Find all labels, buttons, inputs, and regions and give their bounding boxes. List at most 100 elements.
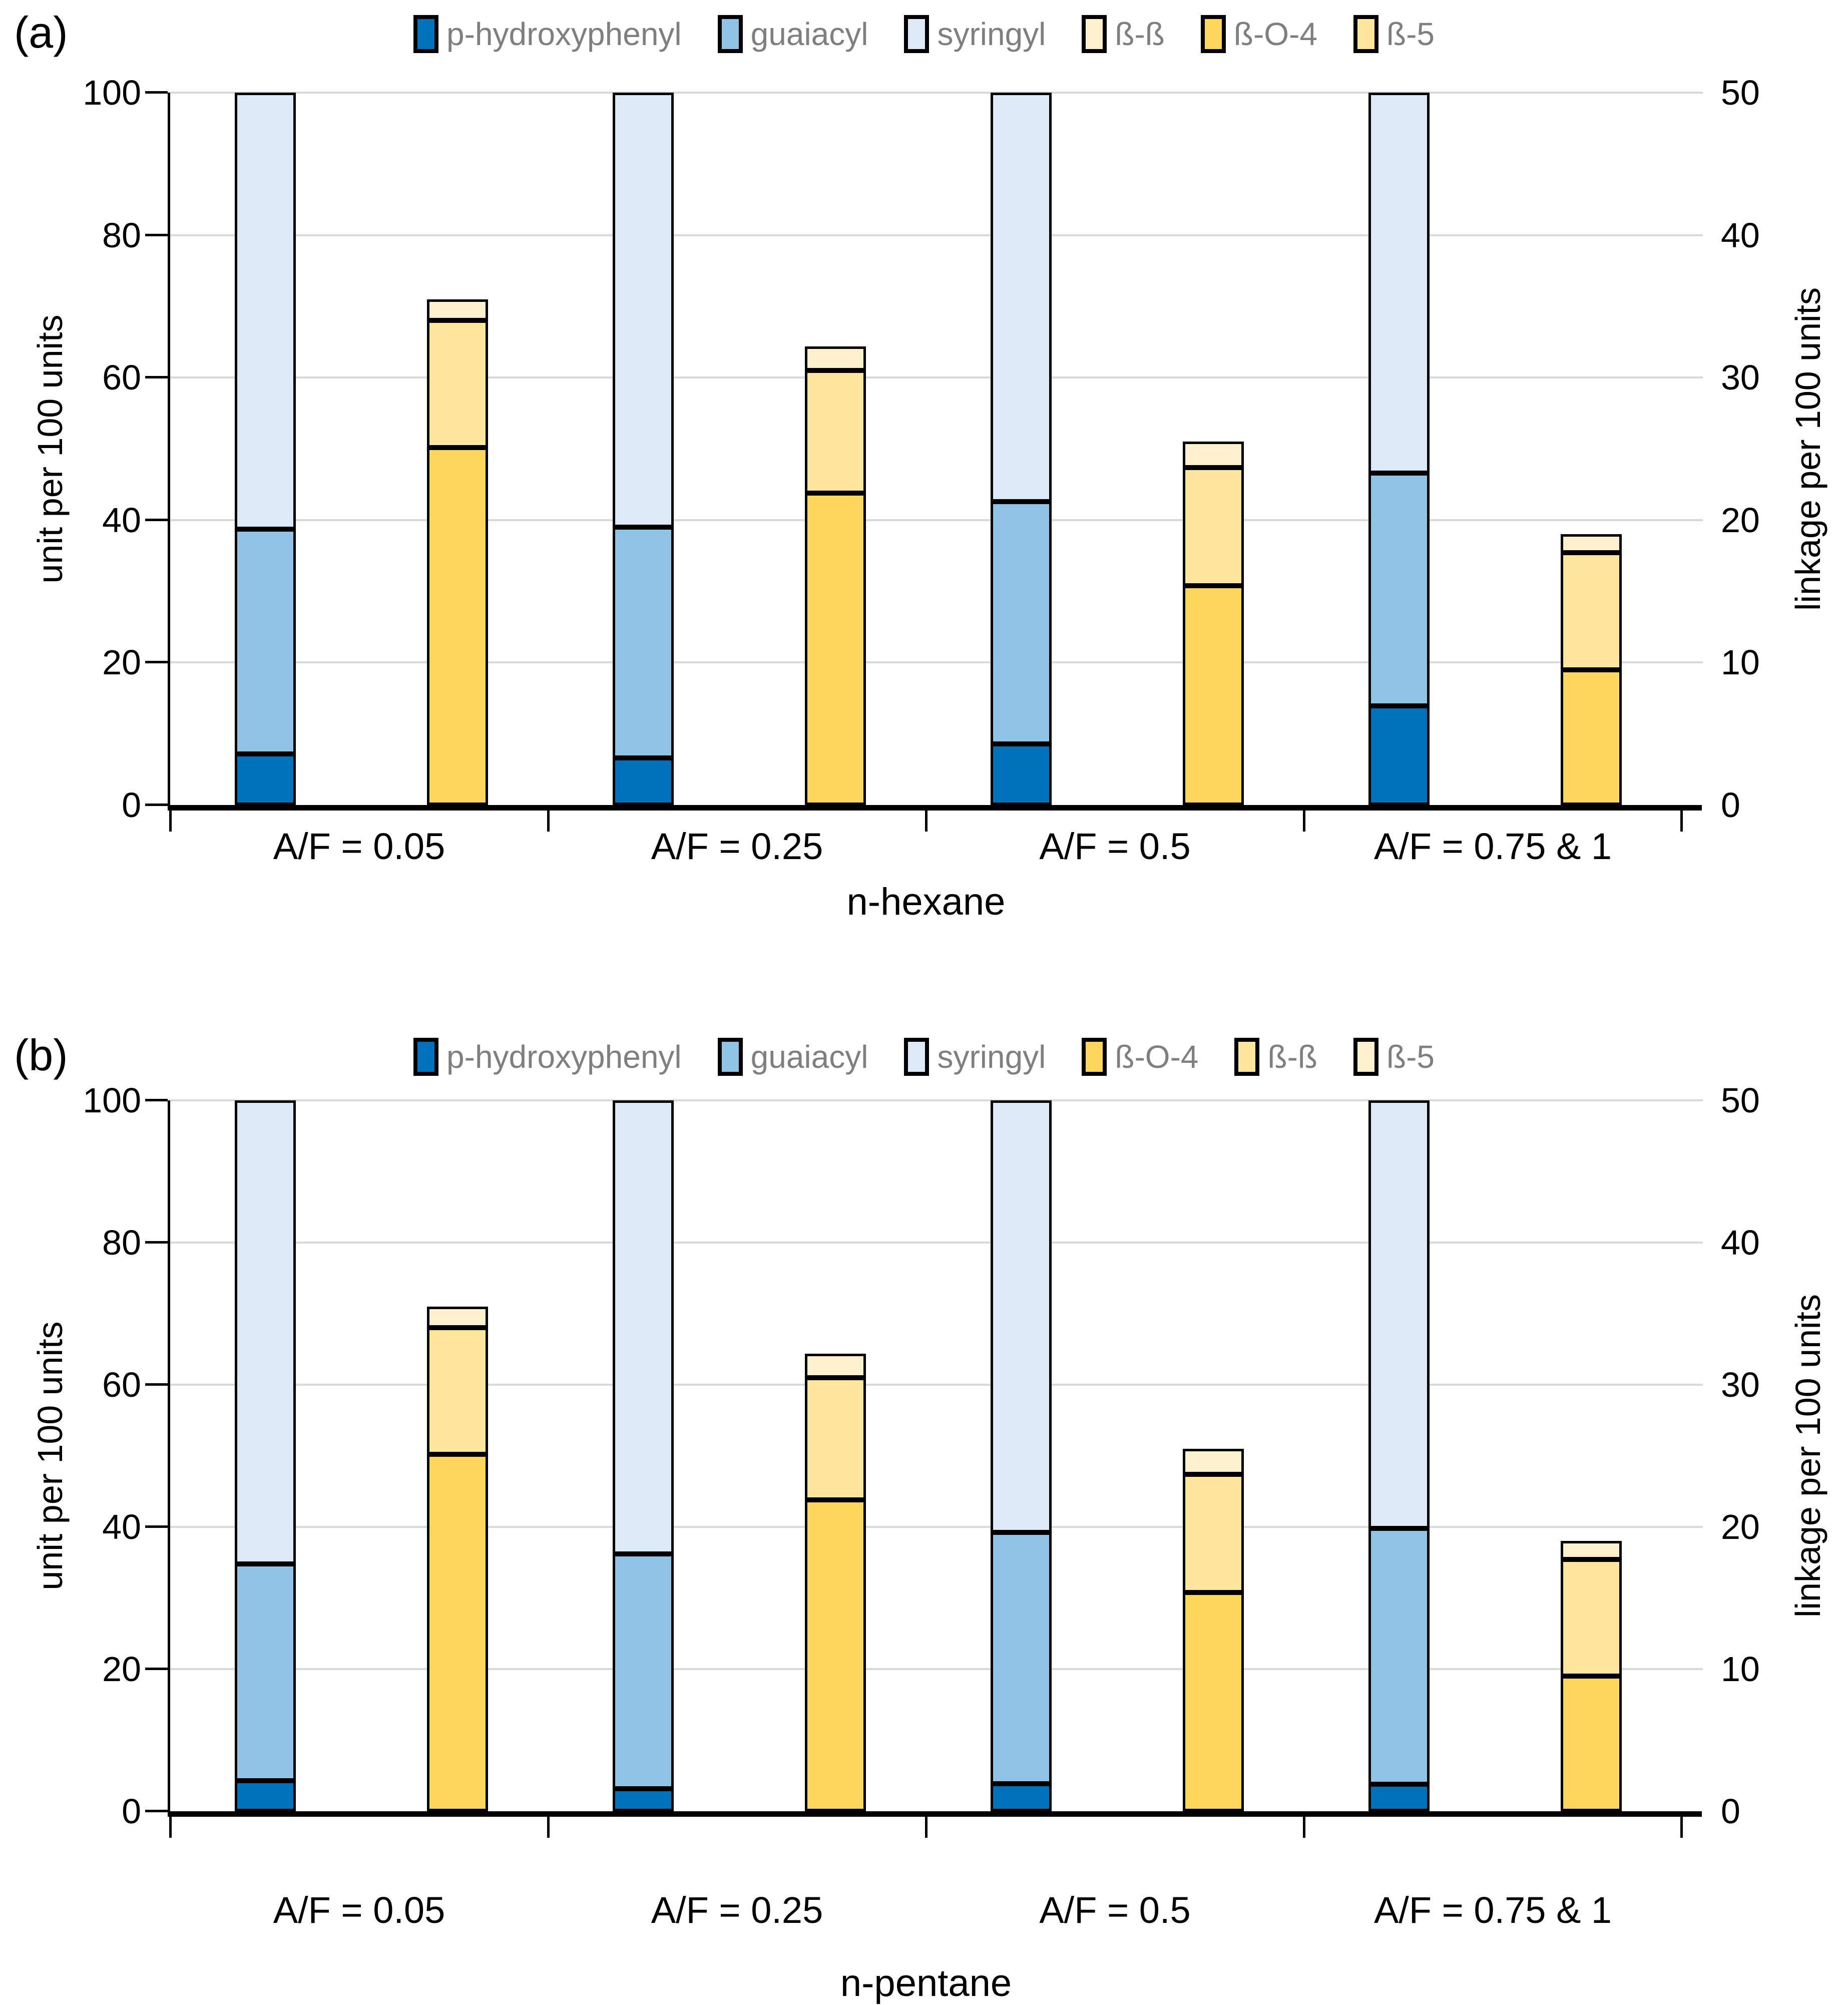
bar-segment-syringyl — [991, 1100, 1052, 1533]
bar-segment-guaiacyl — [991, 1532, 1052, 1784]
category-label: A/F = 0.25 — [651, 1889, 823, 1931]
legend-label: p-hydroxyphenyl — [446, 1039, 682, 1075]
legend-swatch-icon — [717, 1038, 743, 1076]
x-axis-tick — [925, 811, 928, 832]
category-label: A/F = 0.05 — [273, 826, 445, 867]
bar-segment-guaiacyl — [991, 501, 1052, 744]
left-axis-tick-label: 20 — [102, 1650, 141, 1689]
left-axis-line — [168, 93, 170, 810]
legend-label: guaiacyl — [750, 1039, 868, 1075]
right-axis-tick-label: 30 — [1721, 1365, 1760, 1404]
bar-segment-ß-O-4 — [1182, 1592, 1244, 1811]
gridline — [170, 1668, 1703, 1670]
bar-segment-syringyl — [235, 93, 296, 530]
right-axis-tick-label: 50 — [1721, 1081, 1760, 1120]
left-axis-tick — [145, 91, 168, 94]
x-axis-tick — [1680, 1817, 1683, 1838]
category-label: A/F = 0.05 — [273, 1889, 445, 1931]
bar-segment-syringyl — [1368, 1100, 1430, 1528]
right-axis-tick-label: 10 — [1721, 643, 1760, 682]
legend-swatch-icon — [1200, 15, 1226, 53]
bar-segment-ß-ß — [804, 346, 866, 370]
bar-segment-ß-5 — [804, 1353, 866, 1378]
left-axis-tick-label: 60 — [102, 1365, 141, 1404]
bar-segment-guaiacyl — [613, 527, 674, 758]
bar-segment-syringyl — [613, 93, 674, 528]
legend-swatch-icon — [1353, 1038, 1378, 1076]
left-axis-tick-label: 40 — [102, 500, 141, 540]
plot-area-a: n-hexane 0 0 20 10 40 20 60 30 80 40 100 50 A/F = 0.… — [83, 75, 1760, 923]
x-axis-title-a: n-hexane — [846, 881, 1006, 923]
gridline — [170, 92, 1703, 94]
legend-item: ß-ß — [1082, 15, 1165, 53]
bar-segment-ß-ß — [426, 299, 488, 321]
units-stacked-bar — [991, 93, 1052, 805]
category-label: A/F = 0.25 — [651, 826, 823, 867]
bar-segment-ß-5 — [1560, 553, 1622, 670]
gridline — [170, 519, 1703, 521]
panel-label-b: (b) — [14, 1030, 68, 1080]
x-axis-tick — [925, 1817, 928, 1838]
legend-item: ß-ß — [1234, 1038, 1317, 1076]
legend-swatch-icon — [1234, 1038, 1260, 1076]
bar-segment-p-hydroxyphenyl — [235, 753, 296, 805]
gridline — [170, 1099, 1703, 1101]
legend-swatch-icon — [1082, 15, 1107, 53]
left-axis-tick — [145, 1810, 168, 1812]
legend-label: ß-5 — [1386, 16, 1435, 52]
bar-segment-p-hydroxyphenyl — [613, 1788, 674, 1811]
bar-segment-syringyl — [613, 1100, 674, 1554]
left-axis-tick — [145, 1099, 168, 1101]
category-slot — [1304, 1100, 1682, 1811]
category-slot — [1304, 93, 1682, 805]
units-stacked-bar — [1368, 1100, 1430, 1811]
bar-segment-ß-O-4 — [804, 493, 866, 805]
legend-swatch-icon — [717, 15, 743, 53]
units-stacked-bar — [613, 93, 674, 805]
right-axis-tick-label: 50 — [1721, 73, 1760, 112]
linkages-stacked-bar — [1560, 93, 1622, 805]
right-axis-title-a: linkage per 100 units — [1788, 287, 1827, 611]
panel-a: (a) p-hydroxyphenyl guaiacyl syringyl ß-ß ß-… — [0, 0, 1848, 998]
left-axis-tick — [145, 233, 168, 236]
legend-item: ß-O-4 — [1082, 1038, 1198, 1076]
bar-segment-ß-O-4 — [426, 447, 488, 805]
right-axis-tick-label: 20 — [1721, 500, 1760, 540]
left-axis-tick — [145, 1525, 168, 1528]
legend-swatch-icon — [1353, 15, 1378, 53]
bar-segment-ß-5 — [426, 1306, 488, 1328]
right-axis-tick-label: 40 — [1721, 1223, 1760, 1262]
left-axis-tick-label: 60 — [102, 358, 141, 397]
right-axis-tick-label: 40 — [1721, 215, 1760, 255]
category-label: A/F = 0.5 — [1039, 826, 1191, 867]
bar-segment-ß-5 — [1182, 467, 1244, 586]
legend-item: ß-5 — [1353, 15, 1435, 53]
legend-label: guaiacyl — [750, 16, 868, 52]
category-label: A/F = 0.5 — [1039, 1889, 1191, 1931]
linkages-stacked-bar — [1182, 93, 1244, 805]
left-axis-line — [168, 1100, 170, 1816]
bar-segment-guaiacyl — [1368, 1528, 1430, 1785]
bar-segment-ß-O-4 — [1560, 669, 1622, 805]
linkages-stacked-bar — [426, 1100, 488, 1811]
bar-segment-p-hydroxyphenyl — [235, 1780, 296, 1811]
bar-segment-p-hydroxyphenyl — [613, 758, 674, 805]
linkages-stacked-bar — [1182, 1100, 1244, 1811]
bar-segment-ß-5 — [1560, 1541, 1622, 1560]
bar-segment-guaiacyl — [1368, 473, 1430, 706]
bar-segment-ß-O-4 — [1182, 585, 1244, 805]
bar-segment-guaiacyl — [235, 529, 296, 754]
x-axis-title-b: n-pentane — [840, 1962, 1012, 2004]
units-stacked-bar — [235, 93, 296, 805]
bar-segment-guaiacyl — [613, 1553, 674, 1789]
gridline — [170, 1242, 1703, 1244]
bar-segment-ß-ß — [1560, 534, 1622, 553]
left-axis-tick — [145, 1668, 168, 1670]
bar-segment-ß-O-4 — [804, 1500, 866, 1811]
category-label: A/F = 0.75 & 1 — [1373, 826, 1612, 867]
x-axis-tick — [169, 1817, 172, 1838]
left-axis-tick — [145, 376, 168, 379]
units-stacked-bar — [1368, 93, 1430, 805]
left-axis-tick — [145, 1383, 168, 1386]
